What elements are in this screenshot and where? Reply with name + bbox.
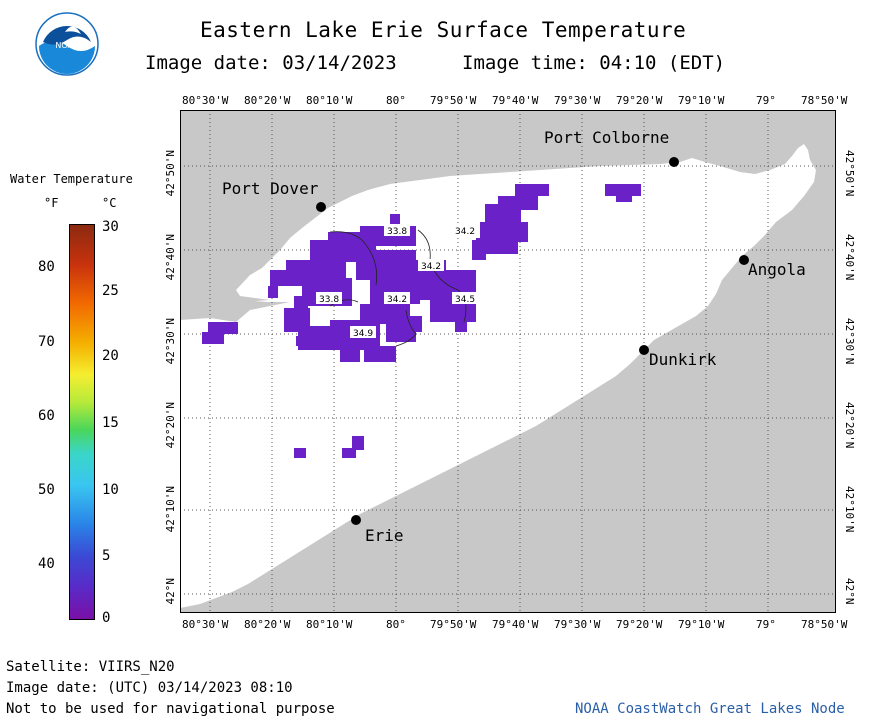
image-date: Image date: 03/14/2023 [145,52,397,74]
legend-f-tick: 80 [38,259,55,275]
lat-label: 42°30'N [843,318,856,365]
temperature-map: 33.8 34.2 34.2 33.8 34.2 34.5 34.9 [180,110,836,613]
legend-c-tick: 10 [102,482,119,498]
svg-text:NOAA: NOAA [55,41,79,50]
cold-water-pixels [202,184,641,458]
city-marker-angola [739,255,749,265]
legend-unit-c: °C [102,196,117,210]
legend-f-tick: 70 [38,334,55,350]
lon-label: 80°20'W [244,94,291,107]
lon-label: 78°50'W [801,94,848,107]
svg-text:33.8: 33.8 [319,295,339,305]
lat-label: 42°50'N [843,150,856,197]
lat-label: 42°10'N [164,486,177,533]
footer-utc-date: Image date: (UTC) 03/14/2023 08:10 [6,680,293,696]
legend-unit-f: °F [44,196,59,210]
svg-text:34.5: 34.5 [455,295,475,305]
svg-text:34.2: 34.2 [421,262,441,272]
legend-c-tick: 5 [102,548,111,564]
legend-c-tick: 20 [102,348,119,364]
lon-label: 79°50'W [430,94,477,107]
lon-label: 80° [386,94,406,107]
lat-label: 42°30'N [164,318,177,365]
svg-text:34.2: 34.2 [455,227,475,237]
lat-label: 42°40'N [843,234,856,281]
svg-text:33.8: 33.8 [387,227,407,237]
svg-text:34.2: 34.2 [387,295,407,305]
lon-label: 78°50'W [801,618,848,631]
lat-label: 42°N [843,578,856,605]
lat-label: 42°50'N [164,150,177,197]
legend-c-tick: 25 [102,283,119,299]
lon-label: 79°20'W [616,618,663,631]
page-title: Eastern Lake Erie Surface Temperature [200,18,687,42]
lon-label: 79°10'W [678,94,725,107]
lon-label: 79° [756,618,776,631]
city-label-erie: Erie [365,526,404,545]
legend-f-tick: 60 [38,408,55,424]
legend-title: Water Temperature [10,172,133,186]
long-point-land [180,290,270,306]
legend-c-tick: 30 [102,219,119,235]
lon-label: 79°30'W [554,94,601,107]
city-label-dunkirk: Dunkirk [649,350,717,369]
svg-text:34.9: 34.9 [353,329,373,339]
lon-label: 80° [386,618,406,631]
lon-label: 80°30'W [182,94,229,107]
legend-c-tick: 15 [102,415,119,431]
legend-f-tick: 50 [38,482,55,498]
city-marker-dunkirk [639,345,649,355]
footer-credit: NOAA CoastWatch Great Lakes Node [575,701,845,717]
lon-label: 79°10'W [678,618,725,631]
city-label-port-dover: Port Dover [222,179,319,198]
footer-satellite: Satellite: VIIRS_N20 [6,659,175,675]
lon-label: 80°10'W [306,94,353,107]
legend-f-tick: 40 [38,556,55,572]
lat-label: 42°20'N [843,402,856,449]
city-marker-erie [351,515,361,525]
footer-disclaimer: Not to be used for navigational purpose [6,701,335,717]
city-marker-port-colborne [669,157,679,167]
lat-label: 42°10'N [843,486,856,533]
lon-label: 79° [756,94,776,107]
image-time: Image time: 04:10 (EDT) [462,52,726,74]
lon-label: 80°10'W [306,618,353,631]
city-marker-port-dover [316,202,326,212]
city-label-angola: Angola [748,260,806,279]
noaa-logo: NOAA [35,12,99,76]
isotherm-labels: 33.8 34.2 34.2 33.8 34.2 34.5 34.9 [316,224,478,339]
lat-label: 42°20'N [164,402,177,449]
lat-label: 42°40'N [164,234,177,281]
lon-label: 80°20'W [244,618,291,631]
legend-c-tick: 0 [102,610,111,626]
lon-label: 79°40'W [492,94,539,107]
lon-label: 79°20'W [616,94,663,107]
city-label-port-colborne: Port Colborne [544,128,670,147]
lon-label: 79°40'W [492,618,539,631]
legend-color-bar [69,224,95,620]
lon-label: 80°30'W [182,618,229,631]
lon-label: 79°30'W [554,618,601,631]
lat-label: 42°N [164,578,177,605]
lon-label: 79°50'W [430,618,477,631]
